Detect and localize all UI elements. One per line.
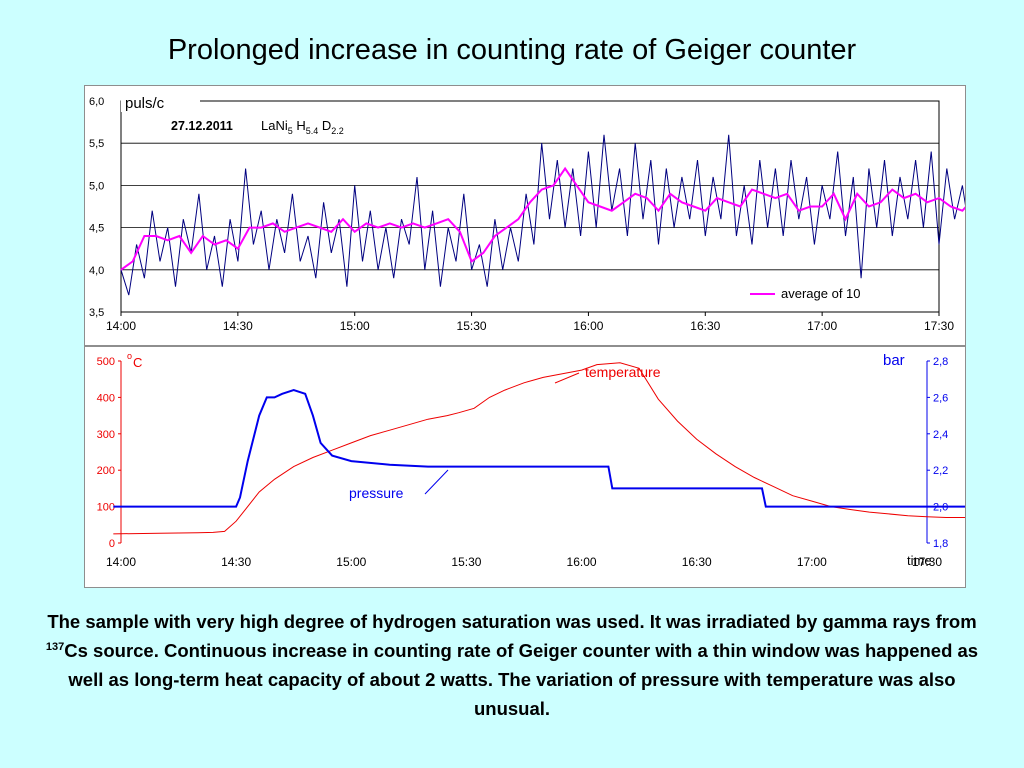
y-right-tick-label: 2,2 bbox=[933, 465, 948, 477]
x-tick-label: 15:30 bbox=[457, 319, 487, 333]
caption-text-part1: The sample with very high degree of hydr… bbox=[47, 611, 977, 632]
y-right-tick-label: 2,6 bbox=[933, 392, 948, 404]
y-left-unit-celsius: C bbox=[133, 355, 142, 370]
y-tick-label: 5,0 bbox=[89, 180, 104, 192]
temperature-series-label: temperature bbox=[585, 364, 661, 380]
y-tick-label: 6,0 bbox=[89, 96, 104, 108]
slide-caption: The sample with very high degree of hydr… bbox=[40, 607, 984, 723]
temperature-label-leader bbox=[554, 372, 580, 384]
chart-grid bbox=[120, 100, 940, 316]
x-tick-label: 14:00 bbox=[106, 319, 136, 333]
x-tick-label: 15:00 bbox=[340, 319, 370, 333]
legend-label-average: average of 10 bbox=[781, 286, 861, 301]
y-left-tick-label: 300 bbox=[97, 429, 115, 441]
x-tick-label: 16:30 bbox=[682, 555, 712, 569]
ylabel-background bbox=[121, 92, 200, 112]
date-annotation: 27.12.2011 bbox=[171, 119, 233, 133]
y-tick-labels: 3,5 4,0 4,5 5,0 5,5 6,0 bbox=[89, 96, 104, 319]
temperature-pressure-chart: 0 100 200 300 400 500 1,8 2,0 2,2 2,4 2,6 2,8 14:0… bbox=[84, 346, 989, 588]
caption-text-part2: Cs source. Continuous increase in counti… bbox=[64, 640, 979, 719]
x-tick-label: 17:00 bbox=[807, 319, 837, 333]
y-left-tick-label: 100 bbox=[97, 502, 115, 514]
x-tick-labels: 14:00 14:30 15:00 15:30 16:00 16:30 17:00 17:30 bbox=[106, 555, 942, 569]
slide-title: Prolonged increase in counting rate of G… bbox=[167, 34, 857, 66]
y-right-unit-label: bar bbox=[883, 352, 905, 369]
x-tick-label: 17:30 bbox=[924, 319, 954, 333]
y-right-tick-label: 2,8 bbox=[933, 356, 948, 368]
average-line bbox=[120, 166, 998, 271]
x-tick-label: 15:00 bbox=[336, 555, 366, 569]
y-tick-label: 5,5 bbox=[89, 138, 104, 150]
x-tick-label: 16:00 bbox=[573, 319, 603, 333]
y-right-tick-labels: 1,82,02,22,42,62,8 bbox=[933, 356, 948, 550]
x-tick-label: 14:30 bbox=[221, 555, 251, 569]
x-tick-label: 17:00 bbox=[797, 555, 827, 569]
x-tick-labels: 14:00 14:30 15:00 15:30 16:00 16:30 17:00 17:30 bbox=[106, 319, 954, 333]
plot-frame bbox=[120, 100, 940, 313]
pressure-line bbox=[113, 389, 989, 508]
y-tick-label: 3,5 bbox=[89, 307, 104, 319]
y-tick-label: 4,5 bbox=[89, 223, 104, 235]
sample-formula: LaNi5 H5.4 D2.2 bbox=[261, 118, 344, 136]
y-tick-label: 4,0 bbox=[89, 265, 104, 277]
x-tick-label: 15:30 bbox=[451, 555, 481, 569]
x-tick-label: 16:00 bbox=[567, 555, 597, 569]
pressure-label-leader bbox=[424, 469, 449, 495]
y-left-tick-labels: 0 100 200 300 400 500 bbox=[97, 356, 115, 550]
x-tick-label: 16:30 bbox=[690, 319, 720, 333]
y-right-tick-label: 2,4 bbox=[933, 429, 948, 441]
isotope-superscript: 137 bbox=[45, 640, 65, 653]
temperature-line bbox=[113, 362, 989, 535]
y-axis-label: puls/c bbox=[125, 95, 165, 112]
chart-axes bbox=[118, 360, 930, 544]
y-left-tick-label: 0 bbox=[109, 538, 115, 550]
count-rate-chart: 3,5 4,0 4,5 5,0 5,5 6,0 14:00 14:30 15:00 15:30 1… bbox=[84, 85, 1002, 346]
count-rate-chart-svg: 3,54,04,55,05,56,0 14:00 14:30 15:00 15:30 1… bbox=[89, 92, 1002, 333]
x-tick-label: 14:00 bbox=[106, 555, 136, 569]
pressure-series-label: pressure bbox=[349, 485, 404, 501]
x-tick-label: 14:30 bbox=[223, 319, 253, 333]
y-left-tick-label: 400 bbox=[97, 392, 115, 404]
y-right-tick-label: 1,8 bbox=[933, 538, 948, 550]
x-axis-label: time bbox=[907, 553, 932, 568]
count-rate-line bbox=[120, 134, 1002, 296]
y-left-tick-label: 200 bbox=[97, 465, 115, 477]
x-tick-label: 17:30 bbox=[912, 555, 942, 569]
y-left-unit-degree: o bbox=[127, 351, 132, 361]
y-left-tick-label: 500 bbox=[97, 356, 115, 368]
